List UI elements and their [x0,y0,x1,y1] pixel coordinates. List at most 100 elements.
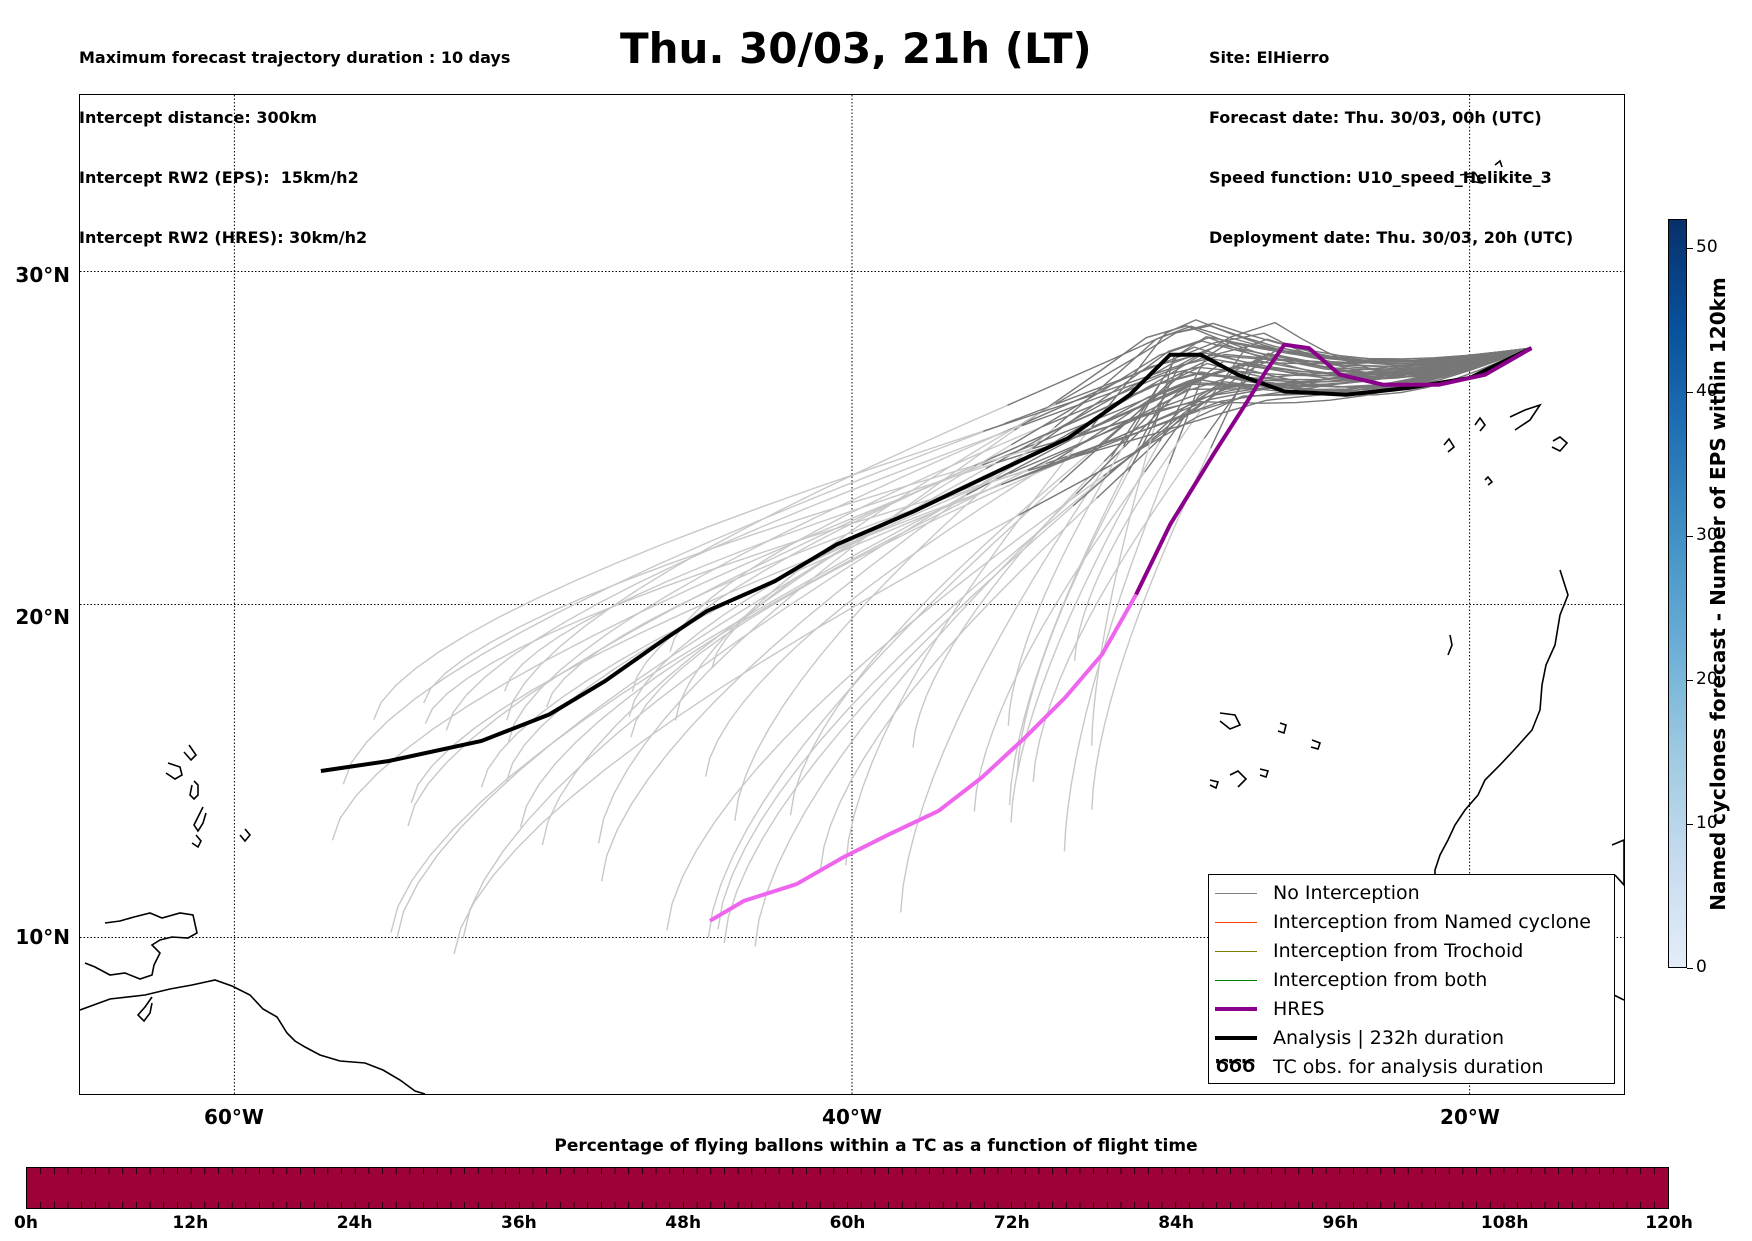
eps-track-outer [445,425,1023,731]
max-duration-text: Maximum forecast trajectory duration : 1… [79,48,511,67]
coastline [1229,770,1248,788]
eps-track-inner [1007,325,1532,406]
legend-swatch [1215,1007,1257,1011]
lat-label-20n: 20°N [15,605,70,629]
legend-item-both: Interception from both [1215,966,1487,994]
map-title: Thu. 30/03, 21h (LT) [620,24,1092,73]
lon-label-40w: 40°W [822,1105,882,1129]
eps-track-outer [631,439,1032,692]
eps-track-outer [506,404,1008,721]
site-info: Site: ElHierro Forecast date: Thu. 30/03… [1209,8,1573,268]
lat-label-30n: 30°N [15,263,70,287]
coastline [1484,475,1494,486]
coastline [239,828,252,843]
time-bar-title: Percentage of flying ballons within a TC… [554,1136,1198,1156]
eps-track-outer [331,464,983,841]
colorbar-tick [1687,968,1693,969]
eps-track-inner [982,347,1532,432]
colorbar-tick [1687,679,1693,681]
eps-track-outer [707,481,1061,938]
time-bar-label: 48h [665,1213,702,1233]
eps-track-outer [1010,441,1160,823]
trajectory-map[interactable] [79,94,1625,1095]
coastline [191,834,202,849]
colorbar-tick-label: 50 [1696,236,1718,257]
legend-item-named-cyclone: Interception from Named cyclone [1215,908,1591,936]
lon-label-60w: 60°W [204,1105,264,1129]
time-bar-label: 108h [1480,1213,1529,1233]
main-tracks [320,342,1533,923]
hres-track-outer [708,593,1138,923]
legend-swatch [1215,1036,1257,1040]
coastline [80,979,426,1094]
time-bar-label: 96h [1322,1213,1359,1233]
eps-track-outer [462,446,1046,939]
time-bar-label: 0h [14,1213,38,1233]
coastline [1611,839,1624,887]
eps-track-outer [424,469,1029,725]
eps-track-outer [900,456,1113,913]
legend-item-analysis: Analysis | 232h duration [1215,1024,1504,1052]
legend-swatch [1215,950,1257,952]
time-bar-label: 60h [829,1213,866,1233]
forecast-date-text: Forecast date: Thu. 30/03, 00h (UTC) [1209,108,1542,127]
coastline [1474,416,1487,432]
coastline [1209,779,1220,790]
colorbar-tick-label: 0 [1696,957,1707,977]
coastline [1219,712,1242,730]
eps-track-outer [541,444,1012,846]
eps-track-outer [819,497,1098,870]
colorbar-tick [1687,823,1693,825]
speed-function-text: Speed function: U10_speed_Helikite_3 [1209,168,1552,187]
eps-track-inner [973,347,1532,467]
legend-label: Interception from Named cyclone [1273,911,1591,933]
eps-track-outer [1016,471,1130,775]
eps-track-outer [973,471,1146,812]
legend-label: Analysis | 232h duration [1273,1027,1505,1049]
eps-track-outer [453,514,1019,955]
colorbar-tick [1687,391,1693,393]
lat-label-10n: 10°N [15,925,70,949]
site-text: Site: ElHierro [1209,48,1330,67]
eps-track-outer [1091,427,1155,746]
intercept-eps-text: Intercept RW2 (EPS): 15km/h2 [79,168,359,187]
map-canvas [80,95,1624,1094]
eps-tracks [331,319,1532,955]
coastline [1494,159,1503,168]
eps-track-outer [845,430,1090,866]
eps-track-outer [503,462,997,692]
eps-track-outer [519,469,1028,828]
colorbar-tick-label: 40 [1696,380,1718,401]
colorbar-tick-label: 10 [1696,812,1718,833]
time-bar-canvas [27,1168,1668,1208]
coastline [1443,437,1456,453]
forecast-parameters: Maximum forecast trajectory duration : 1… [79,8,510,268]
coastline [1509,403,1542,431]
eps-track-outer [373,430,984,720]
map-legend: No Interception Interception from Named … [1208,874,1615,1084]
time-bar-fill [27,1168,1668,1208]
time-bar-label: 84h [1158,1213,1194,1233]
eps-track-outer [597,429,1015,844]
lon-label-20w: 20°W [1440,1105,1500,1129]
intercept-distance-text: Intercept distance: 300km [79,108,318,127]
eps-track-inner [1010,340,1532,446]
eps-track-outer [723,505,1074,944]
eps-track-outer [1073,404,1206,661]
eps-track-outer [666,475,1104,931]
time-bar-label: 24h [336,1213,373,1233]
colorbar-tick-label: 20 [1696,668,1718,689]
hres-track-inner [1134,342,1533,596]
coastline [1259,768,1270,779]
colorbar [1668,219,1687,968]
eps-track-outer [342,423,1005,785]
eps-track-outer [1007,445,1125,726]
coastline [183,744,198,762]
time-bar [26,1167,1669,1209]
colorbar-tick [1687,247,1693,249]
legend-label: HRES [1273,998,1325,1020]
eps-track-outer [410,488,991,804]
eps-track-outer [480,483,1002,788]
eps-track-inner [1122,347,1532,447]
eps-track-inner [1028,347,1532,472]
